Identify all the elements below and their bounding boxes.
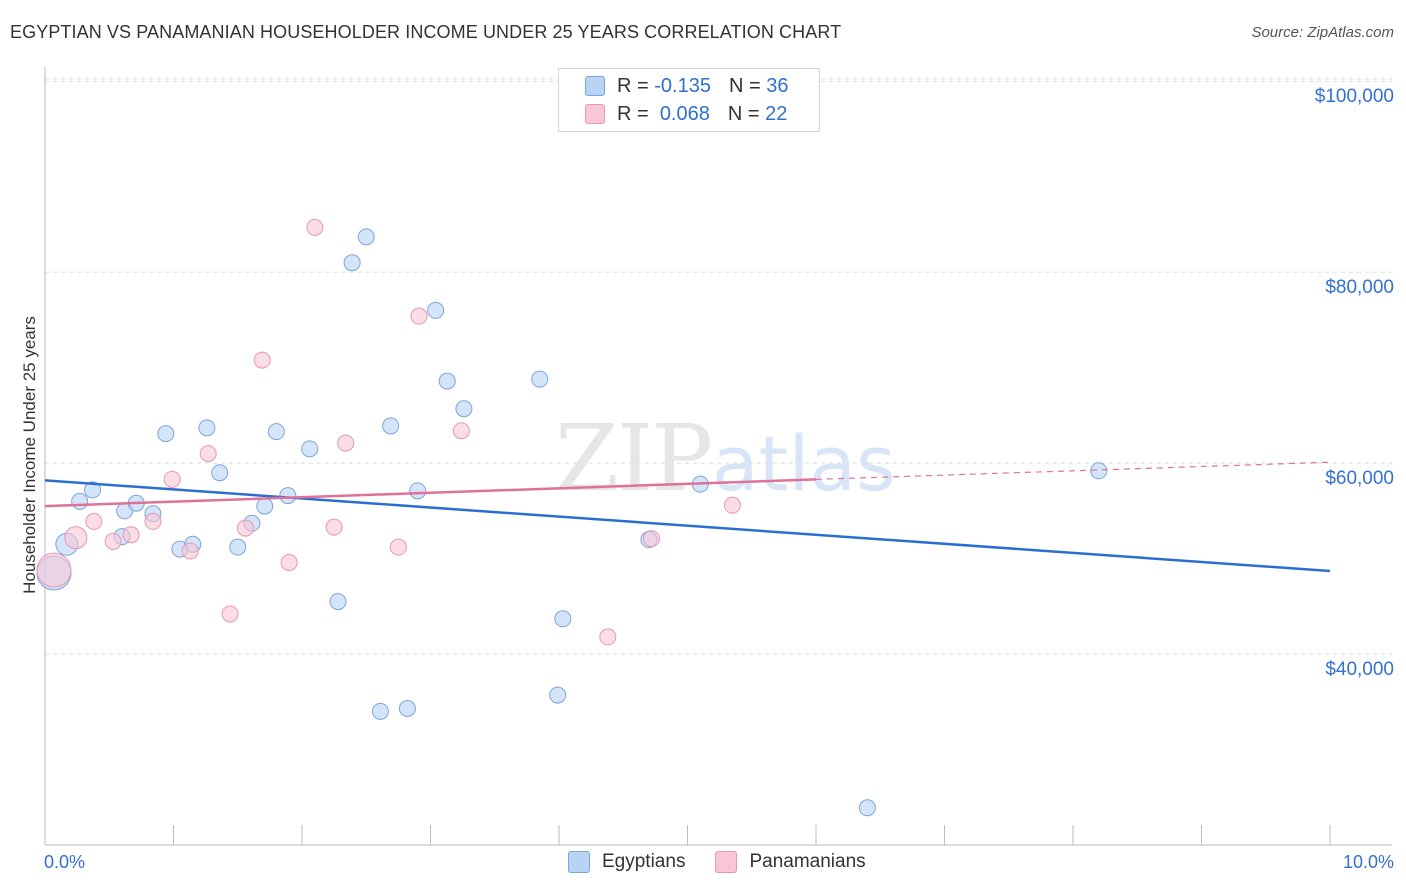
egyptians-point [382, 417, 400, 435]
watermark-atlas: atlas [712, 419, 896, 508]
watermark-zip: ZIP [555, 405, 711, 512]
panamanians-points [36, 218, 741, 646]
panamanians-point [36, 552, 72, 588]
y-tick-label: $80,000 [1325, 277, 1394, 298]
y-axis-label: Householder Income Under 25 years [20, 316, 39, 594]
egyptians-point [438, 372, 456, 390]
r-label: R = [617, 74, 649, 97]
egyptians-point [279, 487, 297, 505]
egyptians-point [256, 497, 274, 515]
panamanians-point [643, 530, 661, 548]
panamanians-legend-swatch [715, 851, 738, 873]
panamanians-point [85, 512, 103, 530]
axes [44, 67, 1392, 846]
panamanians-point [389, 538, 407, 556]
egyptians-point [84, 481, 102, 499]
egyptians-point [427, 301, 445, 319]
panamanians-r-value: 0.068 [659, 102, 710, 125]
panamanians-point [325, 518, 343, 536]
egyptians-point [301, 440, 319, 458]
panamanians-point [199, 445, 217, 463]
legend-item-panamanians[interactable]: Panamanians [715, 851, 866, 873]
y-tick-label: $40,000 [1325, 659, 1394, 680]
watermark: ZIP atlas [555, 405, 896, 512]
x-tick-label-max: 10.0% [1342, 852, 1394, 872]
panamanians-point [337, 434, 355, 452]
egyptians-point [157, 425, 175, 443]
egyptians-point [267, 423, 285, 441]
chart-title: EGYPTIAN VS PANAMANIAN HOUSEHOLDER INCOM… [10, 22, 842, 42]
egyptians-point [455, 400, 473, 418]
r-label: R = [617, 102, 649, 125]
egyptians-point [531, 370, 549, 388]
panamanians-point [236, 519, 254, 537]
egyptians-point [198, 419, 216, 437]
egyptians-point [554, 610, 572, 628]
egyptians-r-value: -0.135 [654, 74, 711, 97]
egyptians-point [1090, 462, 1108, 480]
gridlines [45, 78, 1392, 655]
egyptians-point [398, 699, 416, 717]
trend-lines [44, 461, 1331, 573]
y-tick-label: $60,000 [1325, 468, 1394, 489]
panamanians-point [144, 512, 162, 530]
n-label: N = [727, 102, 760, 125]
panamanians-point [599, 628, 617, 646]
series-legend: Egyptians Panamanians [568, 851, 896, 873]
egyptians-point [211, 464, 229, 482]
panamanians-point [122, 526, 140, 544]
egyptians-point [229, 538, 247, 556]
stats-row-egyptians: R = -0.135 N = 36 [585, 73, 788, 99]
panamanians-point [410, 307, 428, 325]
egyptians-point [371, 702, 389, 720]
egyptians-trend-line [44, 479, 1331, 573]
panamanians-point [723, 496, 741, 514]
egyptians-swatch [585, 76, 605, 96]
egyptians-point [549, 686, 567, 704]
legend-item-egyptians[interactable]: Egyptians [568, 851, 685, 873]
egyptians-points [36, 228, 1108, 817]
panamanians-n-value: 22 [765, 102, 788, 125]
panamanians-point [64, 526, 88, 550]
egyptians-point [329, 593, 347, 611]
n-label: N = [728, 74, 761, 97]
panamanians-swatch [585, 104, 605, 124]
panamanians-point [253, 351, 271, 369]
panamanians-point [280, 553, 298, 571]
x-tick-label-min: 0.0% [44, 852, 86, 872]
egyptians-point [357, 228, 375, 246]
panamanians-trend-extension [815, 461, 1331, 480]
panamanians-point [104, 532, 122, 550]
panamanians-trend-line [44, 478, 817, 508]
egyptians-point [409, 482, 427, 500]
panamanians-point [163, 470, 181, 488]
egyptians-n-value: 36 [766, 74, 789, 97]
panamanians-point [452, 422, 470, 440]
panamanians-point [306, 218, 324, 236]
egyptians-point [71, 492, 89, 510]
stats-legend: R = -0.135 N = 36 R = 0.068 N = 22 [558, 68, 820, 132]
legend-label-panamanians: Panamanians [749, 851, 866, 872]
egyptians-point [858, 799, 876, 817]
egyptians-legend-swatch [568, 851, 590, 873]
egyptians-point [343, 254, 361, 272]
panamanians-point [181, 542, 199, 560]
legend-label-egyptians: Egyptians [602, 851, 686, 872]
chart-source: Source: ZipAtlas.com [1251, 24, 1394, 41]
y-tick-label: $100,000 [1314, 86, 1394, 107]
stats-row-panamanians: R = 0.068 N = 22 [585, 101, 787, 127]
panamanians-point [221, 605, 239, 623]
